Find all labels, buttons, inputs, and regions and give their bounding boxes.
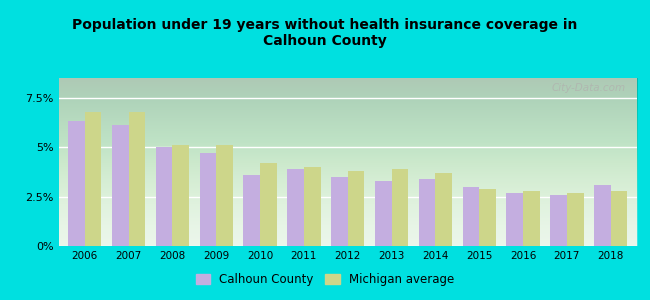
Bar (463, 187, 479, 246)
Bar (260, 163, 277, 246)
Bar (611, 191, 627, 246)
Bar (244, 175, 260, 246)
Bar (348, 171, 365, 246)
Bar (112, 125, 129, 246)
Bar (523, 191, 540, 246)
Bar (304, 167, 320, 246)
Bar (68, 122, 84, 246)
Bar (436, 173, 452, 246)
Bar (506, 193, 523, 246)
Bar (331, 177, 348, 246)
Bar (391, 169, 408, 246)
Bar (419, 179, 436, 246)
Text: Population under 19 years without health insurance coverage in
Calhoun County: Population under 19 years without health… (72, 18, 578, 48)
Bar (84, 112, 101, 246)
Bar (129, 112, 146, 246)
Bar (375, 181, 391, 246)
Text: City-Data.com: City-Data.com (551, 83, 625, 93)
Bar (216, 145, 233, 246)
Bar (200, 153, 216, 246)
Bar (479, 189, 496, 246)
Bar (287, 169, 304, 246)
Bar (550, 195, 567, 246)
Bar (172, 145, 189, 246)
Bar (156, 147, 172, 246)
Legend: Calhoun County, Michigan average: Calhoun County, Michigan average (191, 269, 459, 291)
Bar (594, 185, 611, 246)
Bar (567, 193, 584, 246)
